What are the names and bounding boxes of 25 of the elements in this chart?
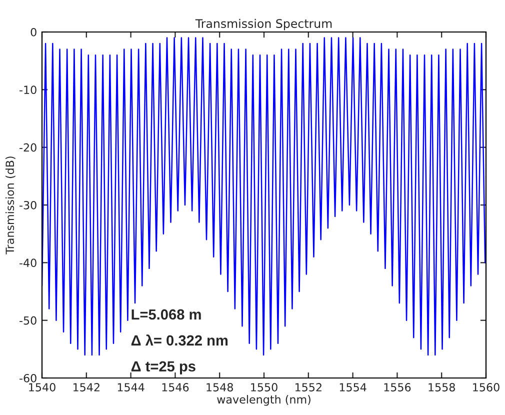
annotation: Δ t=25 ps (131, 361, 196, 374)
y-tick-label: -60 (20, 374, 36, 382)
y-tick-label: -50 (20, 316, 36, 325)
y-tick-label: -10 (20, 86, 36, 94)
x-tick-label: 1542 (73, 383, 100, 392)
x-tick-label: 1560 (473, 383, 500, 392)
y-tick-label: 0 (30, 28, 36, 36)
y-tick-label: -20 (20, 143, 36, 152)
x-tick-label: 1556 (384, 383, 411, 392)
chart-title: Transmission Spectrum (195, 18, 332, 30)
line-series (42, 37, 486, 356)
x-tick-label: 1544 (118, 383, 144, 392)
x-tick-label: 1540 (29, 383, 56, 392)
annotation: Δ λ= 0.322 nm (131, 334, 228, 346)
y-axis-title: Transmission (dB) (5, 156, 16, 254)
x-tick-label: 1554 (340, 383, 366, 392)
y-tick-label: -40 (20, 258, 36, 268)
x-tick-label: 1546 (162, 383, 189, 392)
x-tick-label: 1558 (428, 383, 455, 392)
x-tick-label: 1548 (206, 383, 233, 392)
x-tick-label: 1552 (295, 383, 322, 392)
x-tick-label: 1550 (251, 383, 278, 392)
annotation: L=5.068 m (132, 309, 201, 320)
x-axis-title: wavelength (nm) (217, 395, 310, 406)
y-tick-label: -30 (20, 200, 36, 210)
